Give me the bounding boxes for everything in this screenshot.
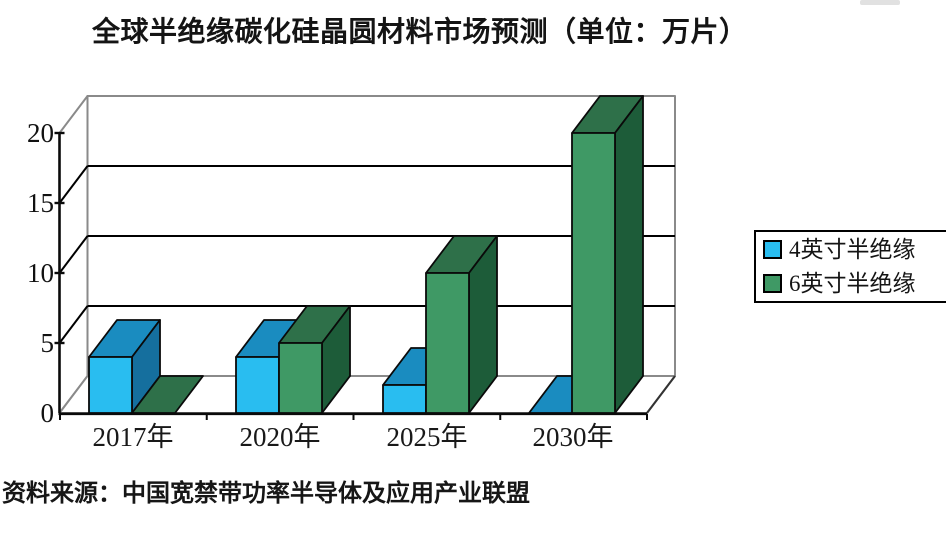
chart-legend: 4英寸半绝缘 6英寸半绝缘 bbox=[754, 230, 946, 303]
gridline-sidewall bbox=[58, 305, 89, 344]
source-attribution: 资料来源：中国宽禁带功率半导体及应用产业联盟 bbox=[2, 481, 530, 507]
x-category-label: 2017年 bbox=[92, 422, 174, 452]
bar-front bbox=[278, 342, 323, 414]
x-category-label: 2025年 bbox=[386, 422, 468, 452]
gridline-sidewall bbox=[58, 235, 89, 274]
legend-item: 4英寸半绝缘 bbox=[763, 234, 946, 265]
bar-flat-6英寸半绝缘 bbox=[131, 375, 204, 414]
x-category-label: 2030年 bbox=[532, 422, 614, 452]
x-category-label: 2020年 bbox=[239, 422, 321, 452]
bar-side bbox=[614, 95, 644, 414]
y-tick-label: 5 bbox=[40, 328, 55, 358]
y-tick-label: 0 bbox=[40, 398, 55, 428]
y-tick-label: 20 bbox=[27, 118, 54, 148]
gridline-sidewall bbox=[58, 165, 89, 204]
bar-front bbox=[382, 384, 427, 414]
y-tick-label: 15 bbox=[27, 188, 54, 218]
legend-swatch-icon bbox=[763, 274, 782, 293]
floor-right-edge bbox=[646, 375, 676, 414]
bar-front bbox=[235, 356, 280, 414]
legend-label: 4英寸半绝缘 bbox=[789, 236, 916, 262]
legend-swatch-icon bbox=[763, 240, 782, 259]
y-tick-label: 10 bbox=[27, 258, 54, 288]
legend-label: 6英寸半绝缘 bbox=[789, 270, 916, 296]
bar-front bbox=[425, 272, 470, 414]
scan-artifact bbox=[860, 0, 900, 5]
chart-title: 全球半绝缘碳化硅晶圆材料市场预测（单位：万片） bbox=[92, 16, 748, 47]
bar-front bbox=[88, 356, 133, 414]
bar-front bbox=[571, 132, 616, 414]
legend-item: 6英寸半绝缘 bbox=[763, 268, 946, 299]
